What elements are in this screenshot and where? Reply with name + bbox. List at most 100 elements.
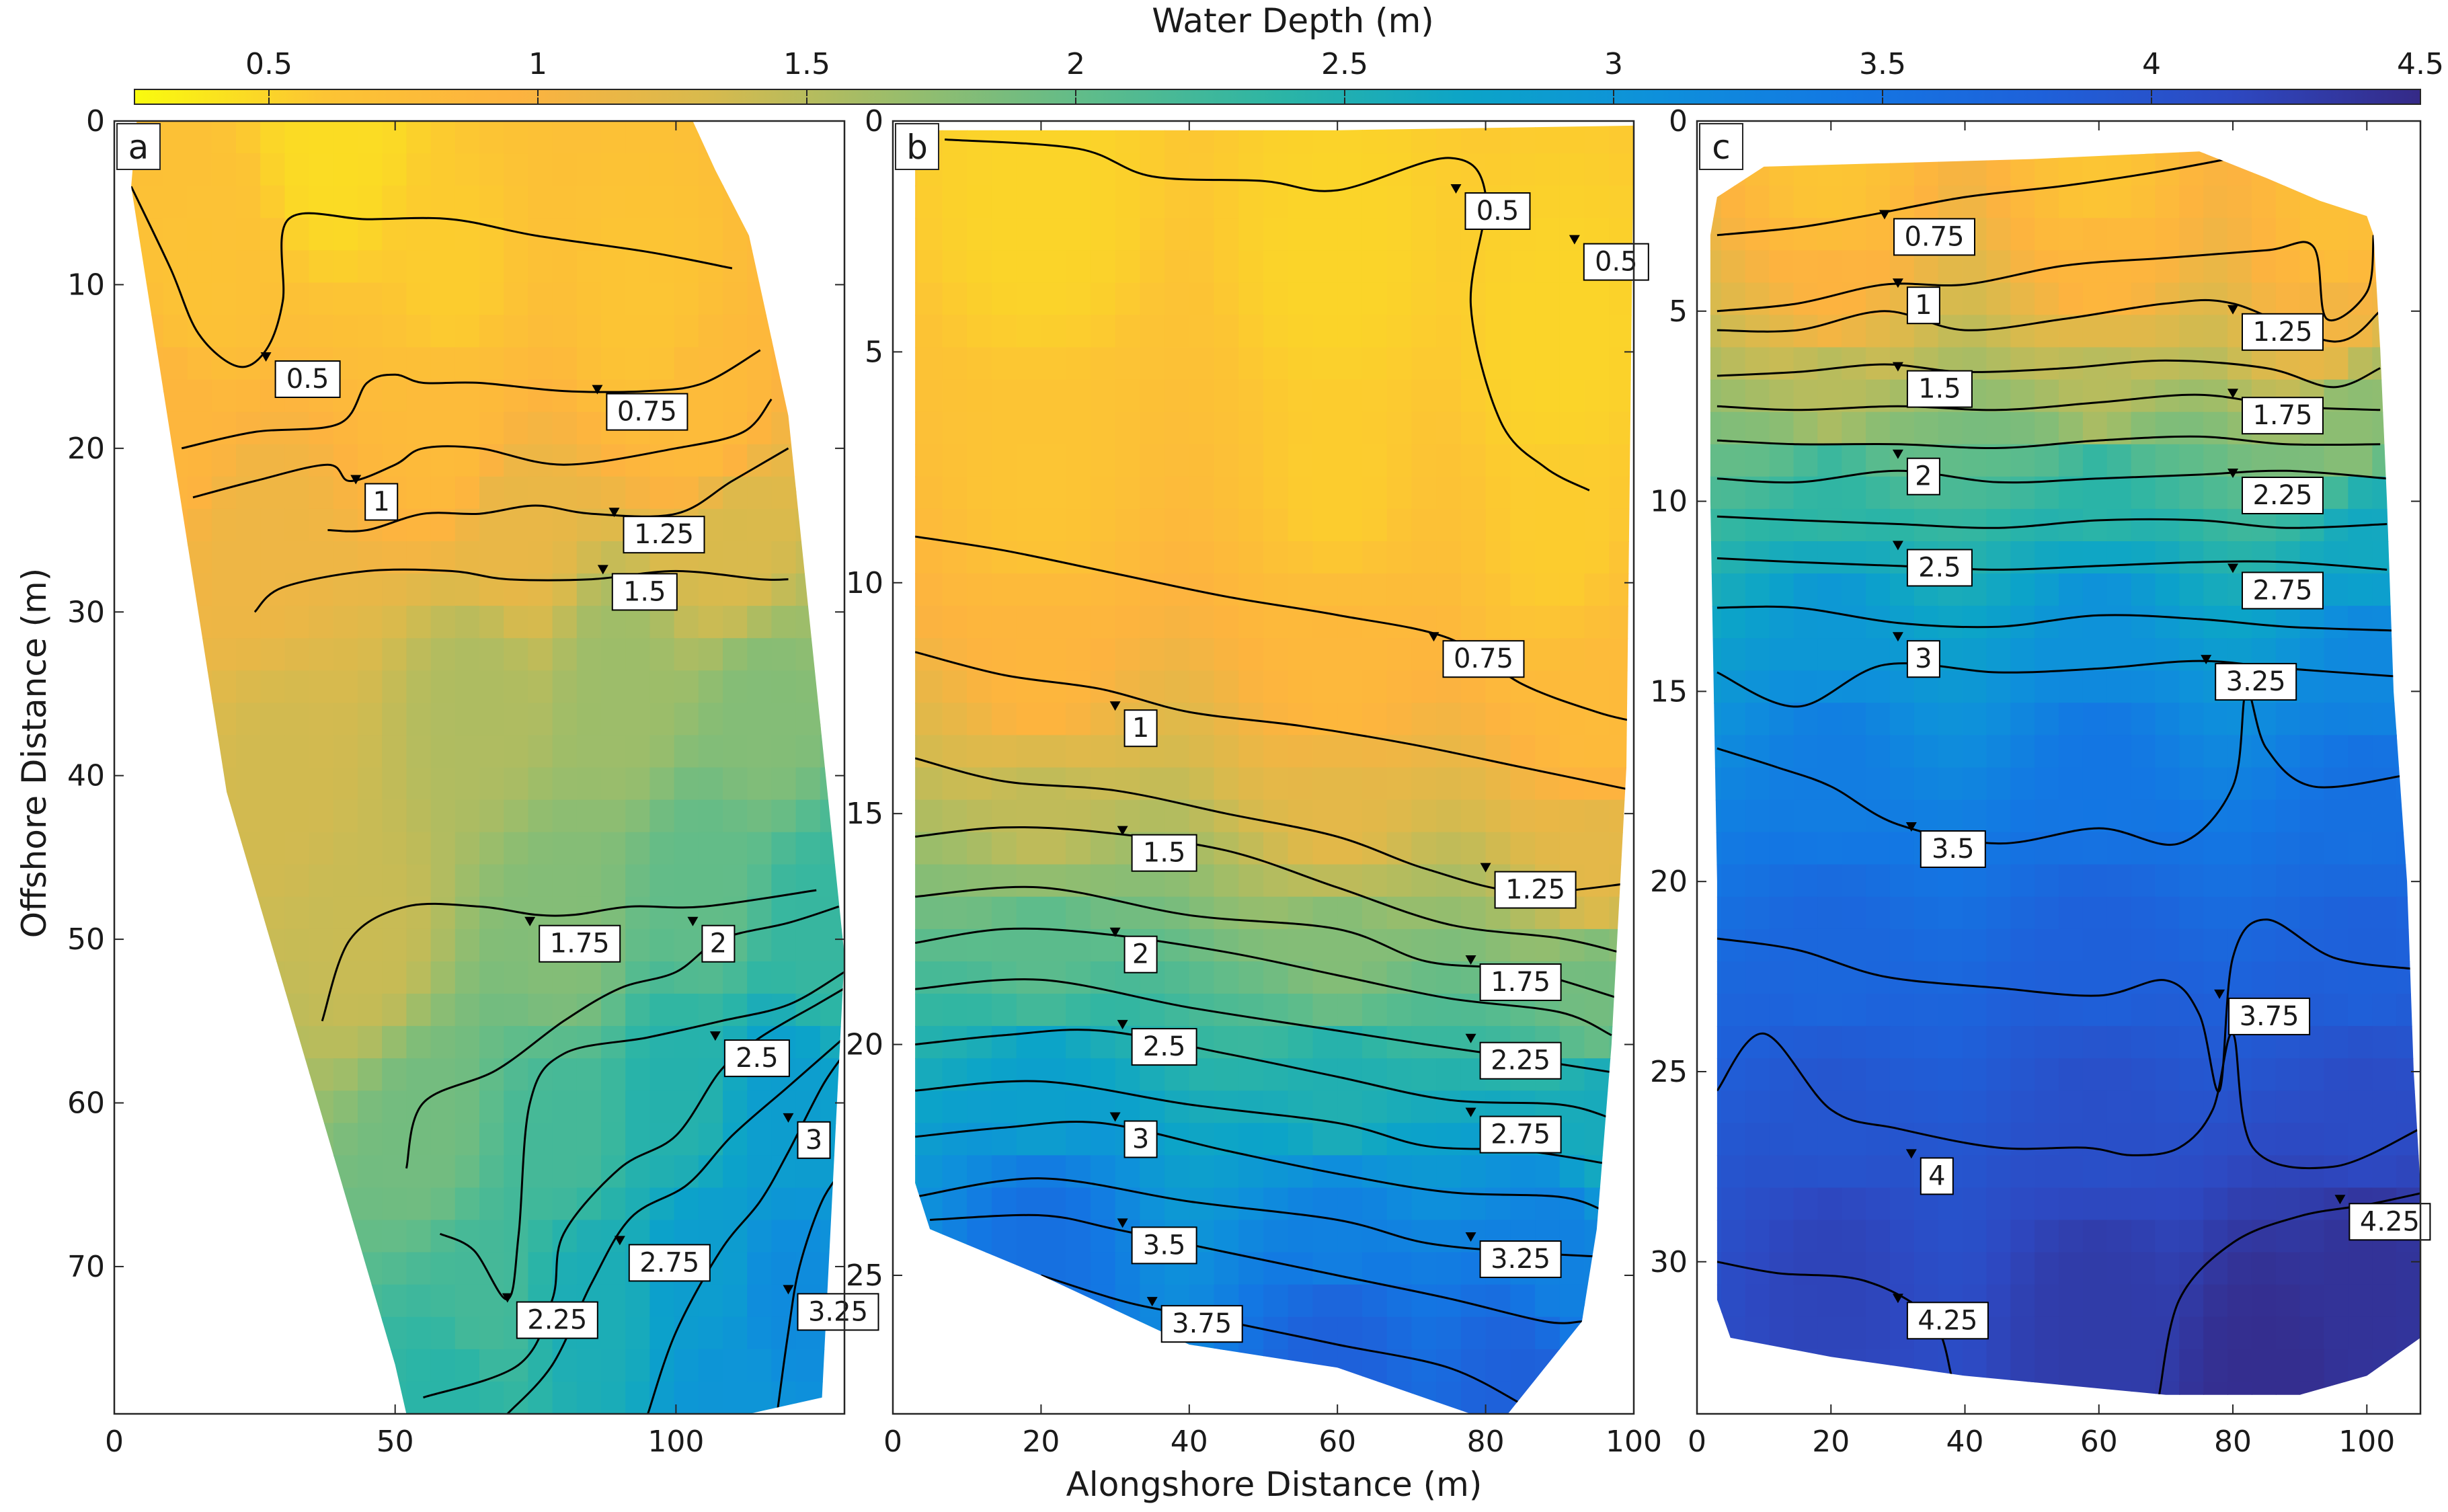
depth-cell [2203,1349,2229,1382]
depth-cell [406,735,432,768]
depth-cell [1721,1316,1746,1350]
depth-cell [915,315,918,348]
depth-cell [2179,573,2205,607]
depth-cell [1041,444,1067,477]
depth-cell [1559,250,1585,284]
depth-cell [1535,573,1561,607]
depth-cell [163,1155,188,1189]
x-ticks-panel-c: 0 20 40 60 80 100 [1688,121,2395,1459]
depth-cell [795,379,821,413]
depth-cell [1535,315,1561,348]
depth-cell [1584,315,1610,348]
depth-cell [479,1090,505,1124]
depth-cell [1510,508,1536,542]
depth-cell [430,1284,456,1318]
depth-cell [1164,315,1190,348]
depth-cell [1962,896,1987,930]
depth-cell [2179,1058,2205,1092]
x-tick-label: 0 [105,1425,124,1459]
depth-cell [1745,1187,1770,1221]
depth-cell [504,347,529,381]
depth-cell [1041,282,1067,316]
depth-cell [1986,799,2012,833]
depth-cell [723,573,748,607]
depth-cell [309,864,334,898]
depth-cell [2010,994,2036,1027]
depth-cell [552,832,578,865]
contour-line-3-25 [776,1168,845,1414]
depth-cell [163,347,188,381]
depth-cell [1263,1123,1289,1156]
depth-cell [723,1155,748,1189]
depth-cell [1016,1381,1042,1414]
depth-cell [1710,896,1722,930]
contour-label-text: 3.25 [1491,1244,1550,1275]
depth-cell [1460,476,1487,510]
depth-cell [2251,735,2277,768]
depth-cell [2106,186,2132,219]
depth-cell [576,121,602,155]
depth-cell [2155,1123,2180,1156]
depth-cell [236,1155,262,1189]
depth-cell [2131,1090,2156,1124]
depth-cell [260,1349,286,1382]
depth-cell [1288,1123,1314,1156]
contour-label-box [1160,1305,1243,1343]
depth-cell [131,1220,140,1253]
depth-cell [260,315,286,348]
depth-cell [2059,282,2084,316]
depth-cell [747,638,773,672]
depth-cell [991,218,1017,251]
depth-cell [163,1284,188,1318]
depth-cell [1710,1026,1722,1060]
depth-cell [139,541,164,575]
depth-cell [1411,1187,1437,1221]
depth-cell [2203,218,2229,251]
depth-cell [1140,282,1165,316]
depth-cell [2348,703,2373,736]
depth-cell [504,994,529,1027]
contour-label-marker [1892,541,1903,551]
depth-cell [528,638,553,672]
depth-cell [771,153,797,187]
depth-cell [2035,411,2059,445]
depth-cell [1288,347,1314,381]
depth-cell [1115,1187,1141,1221]
depth-cell [747,1220,773,1253]
depth-cell [2203,1284,2229,1318]
depth-cell [967,735,992,768]
depth-cell [674,1284,699,1318]
depth-cell [187,121,212,155]
depth-cell [1263,379,1289,413]
depth-cell [747,670,773,704]
depth-cell [479,1349,505,1382]
depth-cell [236,1381,262,1414]
depth-cell [1164,508,1190,542]
depth-cell [2275,1090,2301,1124]
depth-cell [747,1381,773,1414]
x-tick-label: 40 [1946,1425,1984,1459]
depth-cell [382,153,407,187]
depth-cell [698,638,723,672]
depth-cell [187,703,212,736]
x-tick-label: 20 [1022,1425,1060,1459]
depth-cell [1411,1220,1437,1253]
depth-cell [528,347,553,381]
depth-cell [1016,1316,1042,1350]
depth-cell [430,896,456,930]
depth-cell [1962,670,1987,704]
depth-cell [2203,703,2229,736]
depth-cell [455,1090,480,1124]
contour-label-text: 1.75 [2252,400,2312,431]
contour-label-box [2348,1203,2431,1241]
depth-cell [1066,1349,1091,1382]
depth-cell [2010,1316,2036,1350]
depth-cell [2155,1349,2180,1382]
depth-cell [1962,799,1987,833]
depth-cell [406,1252,432,1285]
depth-cell [333,315,358,348]
depth-cell [187,1026,212,1060]
depth-cell [284,961,310,995]
depth-cell [1962,153,1987,187]
depth-cell [2155,508,2180,542]
